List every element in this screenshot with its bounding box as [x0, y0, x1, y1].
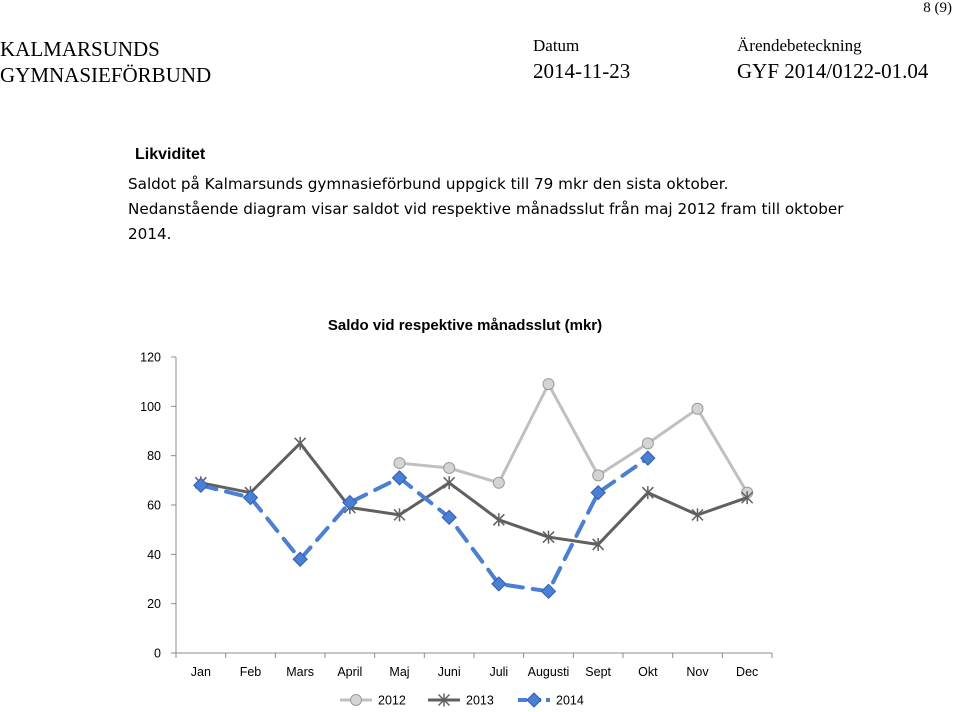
organization-line-1: KALMARSUNDS	[0, 37, 160, 61]
data-point-2014	[491, 576, 507, 592]
y-tick-label: 20	[147, 597, 161, 611]
data-point-2013	[741, 491, 754, 505]
organization-line-2: GYMNASIEFÖRBUND	[0, 63, 212, 87]
data-point-2012	[691, 402, 704, 415]
chart-legend: 2012 2013 2014	[340, 692, 584, 708]
data-point-2013	[443, 476, 456, 490]
data-point-2014	[292, 551, 308, 567]
series-2012	[393, 378, 754, 499]
chart-series	[193, 378, 754, 600]
data-point-2014	[193, 477, 209, 493]
y-tick-label: 60	[147, 499, 161, 513]
date-value: 2014-11-23	[533, 59, 631, 83]
data-point-2012	[492, 476, 505, 489]
x-tick-label: Mars	[286, 665, 314, 679]
x-tick-label: Augusti	[528, 665, 570, 679]
x-tick-label: Maj	[389, 665, 409, 679]
x-tick-label: Nov	[686, 665, 709, 679]
data-point-2013	[641, 486, 654, 500]
data-point-2012	[641, 437, 654, 450]
legend-marker-2014	[526, 692, 542, 708]
data-point-2013	[294, 436, 307, 450]
data-point-2013	[691, 508, 704, 522]
x-tick-label: Juli	[489, 665, 508, 679]
series-line-2012	[399, 382, 749, 494]
data-point-2014	[590, 484, 606, 501]
data-point-2014	[640, 450, 656, 466]
x-tick-label: Feb	[240, 665, 262, 679]
x-tick-label: April	[337, 665, 362, 679]
section-heading: Likviditet	[135, 146, 206, 163]
x-tick-label: Juni	[438, 665, 461, 679]
data-point-2014	[342, 494, 358, 511]
series-line-2014	[198, 456, 650, 594]
data-point-2013	[542, 530, 555, 544]
date-label: Datum	[533, 36, 580, 55]
date-block: Datum 2014-11-23	[533, 35, 630, 85]
data-point-2013	[592, 537, 605, 551]
data-point-2012	[592, 469, 605, 482]
legend-label-2014: 2014	[556, 694, 584, 708]
data-point-2014	[391, 470, 408, 486]
page-number: 8 (9)	[923, 0, 952, 16]
data-point-2012	[393, 457, 406, 470]
legend-marker-2013	[437, 693, 451, 707]
series-line-2013	[200, 441, 748, 546]
data-point-2014	[441, 509, 457, 526]
body-paragraph-2: Nedanstående diagram visar saldot vid re…	[128, 200, 844, 243]
body-text: Saldot på Kalmarsunds gymnasieförbund up…	[128, 172, 888, 247]
series-2013	[194, 436, 754, 551]
legend-label-2012: 2012	[378, 694, 406, 708]
x-tick-label: Jan	[191, 665, 211, 679]
body-paragraph-1: Saldot på Kalmarsunds gymnasieförbund up…	[128, 175, 729, 193]
case-number-value: GYF 2014/0122-01.04	[737, 59, 929, 83]
organization-name: KALMARSUNDS GYMNASIEFÖRBUND	[0, 36, 211, 88]
data-point-2012	[443, 462, 456, 474]
data-point-2013	[492, 513, 505, 527]
y-tick-label: 120	[140, 351, 161, 365]
x-tick-label: Sept	[585, 665, 611, 679]
data-point-2013	[393, 508, 406, 522]
series-2014	[193, 450, 656, 600]
y-tick-label: 100	[140, 400, 161, 414]
x-tick-label: Dec	[736, 665, 758, 679]
legend-label-2013: 2013	[466, 694, 494, 708]
case-number-block: Ärendebeteckning GYF 2014/0122-01.04	[737, 35, 928, 85]
data-point-2012	[542, 378, 555, 391]
chart-axes: 0 20 40 60 80 100 120 Jan Feb Mars April Maj Juni Jul…	[140, 351, 773, 679]
data-point-2014	[242, 489, 259, 506]
data-point-2014	[540, 583, 557, 600]
legend-marker-2012	[350, 694, 362, 706]
y-tick-label: 0	[154, 647, 161, 661]
x-tick-label: Okt	[638, 665, 658, 679]
y-tick-label: 80	[147, 449, 161, 463]
case-number-label: Ärendebeteckning	[737, 36, 862, 55]
y-tick-label: 40	[147, 548, 161, 562]
chart-title: Saldo vid respektive månadsslut (mkr)	[328, 317, 602, 334]
